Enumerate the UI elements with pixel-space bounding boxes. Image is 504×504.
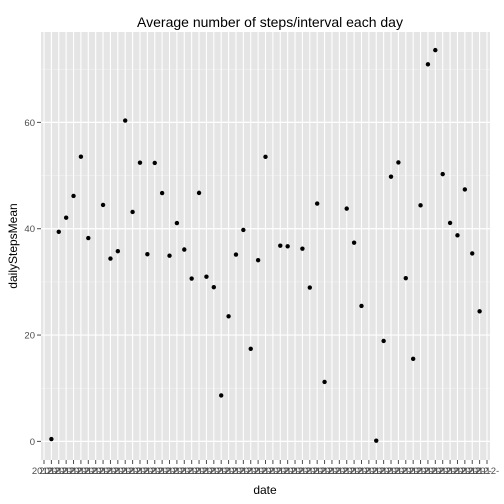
- data-point: [153, 161, 157, 165]
- data-point: [182, 247, 186, 251]
- data-point: [234, 252, 238, 256]
- data-point: [389, 174, 393, 178]
- data-point: [418, 203, 422, 207]
- data-point: [352, 240, 356, 244]
- y-tick-label: 60: [24, 118, 35, 129]
- data-point: [345, 206, 349, 210]
- data-point: [226, 314, 230, 318]
- data-point: [79, 155, 83, 159]
- data-point: [160, 191, 164, 195]
- data-point: [123, 118, 127, 122]
- data-point: [278, 243, 282, 247]
- data-point: [212, 285, 216, 289]
- data-point: [381, 339, 385, 343]
- data-point: [57, 230, 61, 234]
- data-point: [441, 172, 445, 176]
- data-point: [359, 304, 363, 308]
- y-tick-label: 20: [24, 331, 35, 342]
- data-point: [197, 191, 201, 195]
- y-tick-label: 40: [24, 224, 35, 235]
- data-point: [71, 194, 75, 198]
- data-point: [396, 160, 400, 164]
- data-point: [145, 252, 149, 256]
- y-axis: 0 20 40 60: [24, 118, 41, 448]
- data-point: [86, 236, 90, 240]
- y-axis-title: dailyStepsMean: [6, 203, 20, 288]
- x-axis: 2012-2012-2012-2012-2012-2012-2012-2012-…: [32, 460, 499, 477]
- data-point: [374, 438, 378, 442]
- data-point: [167, 254, 171, 258]
- data-point: [477, 309, 481, 313]
- data-point: [404, 276, 408, 280]
- data-point: [300, 246, 304, 250]
- data-point: [108, 256, 112, 260]
- chart-title: Average number of steps/interval each da…: [137, 14, 403, 30]
- data-point: [175, 221, 179, 225]
- data-point: [308, 285, 312, 289]
- data-point: [263, 155, 267, 159]
- data-point: [241, 228, 245, 232]
- x-tick-label: 2012-: [475, 466, 499, 477]
- data-point: [322, 380, 326, 384]
- data-point: [101, 203, 105, 207]
- data-point: [426, 62, 430, 66]
- x-axis-title: date: [253, 483, 277, 497]
- data-point: [285, 244, 289, 248]
- data-point: [204, 275, 208, 279]
- data-point: [433, 48, 437, 52]
- data-point: [64, 216, 68, 220]
- data-point: [470, 251, 474, 255]
- data-point: [256, 258, 260, 262]
- data-point: [315, 201, 319, 205]
- data-point: [249, 347, 253, 351]
- data-point: [411, 357, 415, 361]
- data-point: [463, 187, 467, 191]
- data-point: [448, 221, 452, 225]
- data-point: [130, 210, 134, 214]
- data-point: [49, 437, 53, 441]
- y-tick-label: 0: [30, 437, 35, 448]
- data-point: [219, 393, 223, 397]
- data-point: [455, 233, 459, 237]
- data-point: [116, 249, 120, 253]
- data-point: [138, 160, 142, 164]
- data-point: [189, 276, 193, 280]
